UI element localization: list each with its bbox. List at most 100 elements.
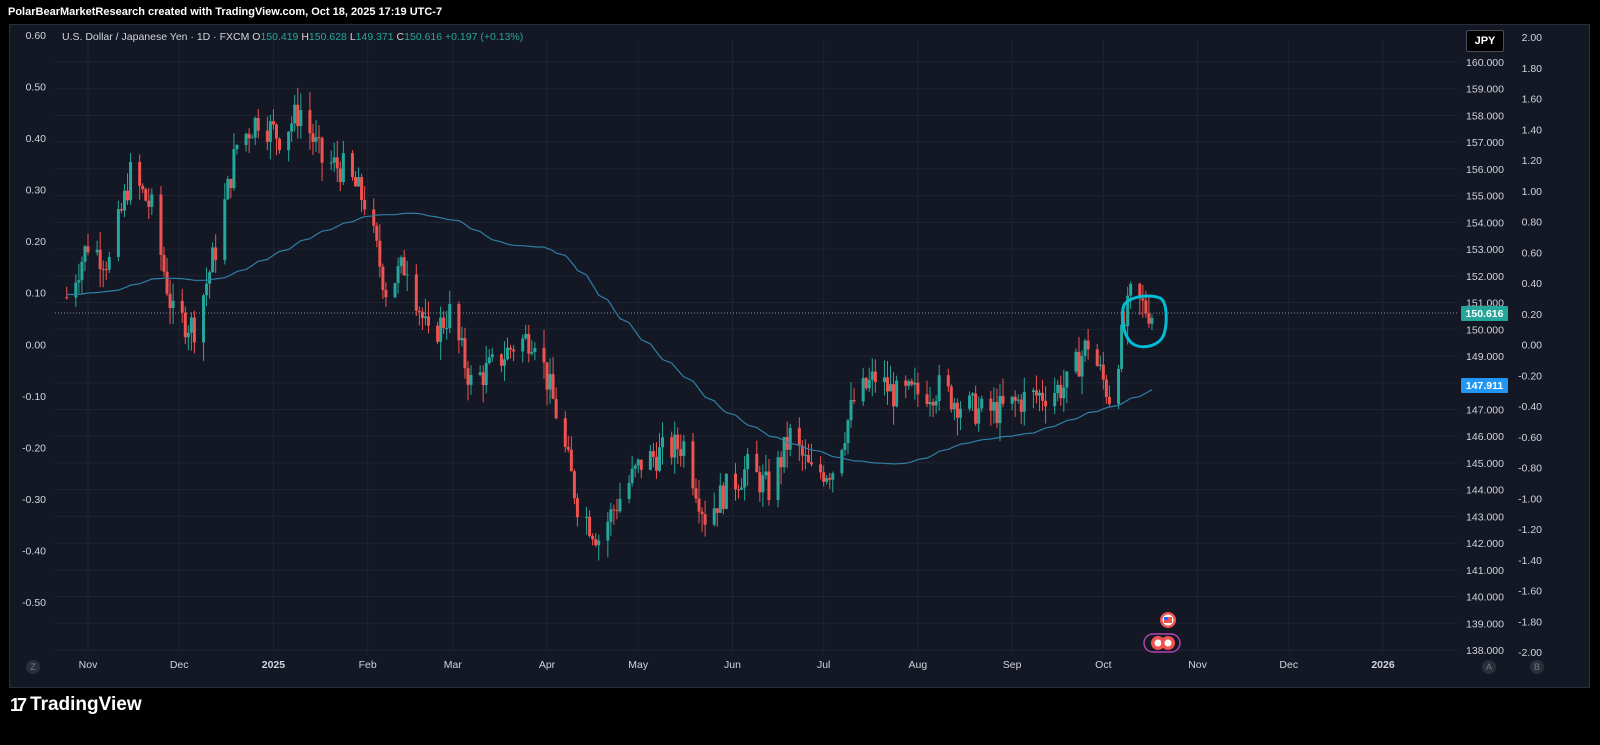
auto-scale-button[interactable]: A: [1482, 660, 1496, 674]
candle-body: [396, 266, 400, 284]
candle-body: [1129, 283, 1133, 296]
candle-body: [676, 434, 680, 450]
candle-body: [873, 371, 877, 383]
event-flag-icon: [1160, 612, 1176, 628]
close-label: C: [396, 31, 405, 43]
secondary-tick-label: 0.00: [1522, 340, 1543, 352]
candle-body: [426, 316, 430, 326]
candle-body: [658, 447, 662, 471]
candle-body: [329, 162, 333, 164]
candle-body: [229, 178, 233, 189]
annotation-circle: [1120, 294, 1168, 349]
time-tick-label: Mar: [444, 659, 463, 671]
left-tick-label: 0.30: [26, 185, 47, 197]
time-tick-label: Nov: [1188, 659, 1207, 671]
candle-body: [320, 137, 324, 163]
secondary-tick-label: -1.00: [1518, 493, 1542, 505]
left-tick-label: 0.20: [26, 236, 47, 248]
candle-body: [402, 257, 406, 276]
candle-body: [144, 189, 148, 201]
candle-body: [572, 471, 576, 499]
candle-body: [1147, 313, 1151, 324]
candle-body: [1120, 324, 1124, 369]
candle-body: [974, 393, 978, 424]
moving-average-tag: 147.911: [1461, 378, 1508, 393]
candle-body: [226, 178, 230, 200]
candle-body: [512, 349, 516, 352]
candle-body: [682, 441, 686, 456]
candle-body: [782, 437, 786, 468]
candle-body: [597, 540, 601, 546]
left-tick-label: -0.30: [22, 494, 46, 506]
candle-body: [867, 379, 871, 389]
scale-toggle-button[interactable]: Z: [26, 660, 40, 674]
scale-mode-button[interactable]: B: [1530, 660, 1544, 674]
candle-body: [1080, 355, 1084, 377]
candle-body: [585, 516, 589, 518]
price-tick-label: 152.000: [1466, 271, 1504, 283]
candle-body: [506, 347, 510, 360]
price-tick-label: 154.000: [1466, 217, 1504, 229]
candle-body: [1138, 283, 1142, 299]
time-tick-label: Feb: [359, 659, 377, 671]
price-tick-label: 139.000: [1466, 618, 1504, 630]
candle-body: [989, 398, 993, 411]
candle-body: [1022, 392, 1026, 412]
candle-body: [1019, 399, 1023, 412]
candle-body: [162, 254, 166, 272]
left-axis: 0.60 0.50 0.40 0.30 0.20 0.10 0.00 -0.10 -0.20 -0…: [22, 30, 46, 609]
candle-body: [253, 117, 257, 138]
candle-body: [846, 420, 850, 444]
candle-body: [299, 110, 303, 127]
candle-body: [442, 317, 446, 329]
time-tick-label: 2026: [1371, 659, 1395, 671]
secondary-tick-label: -1.40: [1518, 555, 1542, 567]
candle-body: [809, 462, 813, 465]
candle-body: [487, 357, 491, 364]
candle-body: [715, 508, 719, 513]
candle-body: [1095, 349, 1099, 366]
candle-body: [484, 363, 488, 386]
open-label: O: [252, 31, 261, 43]
candle-body: [439, 317, 443, 342]
candle-body: [758, 472, 762, 493]
candle-body: [1031, 390, 1035, 393]
candle-body: [618, 498, 622, 512]
left-tick-label: 0.00: [26, 339, 47, 351]
last-price-tag: 150.616: [1461, 306, 1508, 321]
candle-body: [499, 354, 503, 366]
secondary-tick-label: 1.60: [1522, 94, 1543, 106]
price-tick-label: 158.000: [1466, 110, 1504, 122]
candle-body: [737, 489, 741, 491]
secondary-tick-label: -2.00: [1518, 647, 1542, 659]
candle-body: [703, 514, 707, 525]
price-tick-label: 145.000: [1466, 458, 1504, 470]
candle-body: [627, 482, 631, 499]
left-tick-label: -0.10: [22, 391, 46, 403]
candle-body: [916, 382, 920, 395]
candle-body: [65, 297, 69, 299]
candle-body: [1086, 340, 1090, 350]
currency-button[interactable]: JPY: [1466, 30, 1504, 52]
candle-body: [806, 454, 810, 463]
candle-body: [825, 478, 829, 482]
price-tick-label: 142.000: [1466, 538, 1504, 550]
candle-body: [405, 274, 409, 276]
candle-body: [892, 384, 896, 407]
candle-body: [138, 161, 142, 186]
candle-body: [651, 451, 655, 457]
candle-body: [998, 396, 1002, 424]
candle-body: [384, 289, 388, 298]
candle-body: [545, 362, 549, 390]
candle-body: [734, 473, 737, 490]
candle-body: [870, 371, 874, 380]
candle-body: [958, 408, 962, 418]
candle-body: [360, 177, 364, 200]
candle-body: [417, 310, 421, 312]
candle-body: [955, 402, 959, 418]
candle-body: [776, 457, 780, 501]
candle-body: [895, 380, 899, 407]
candle-body: [308, 110, 312, 134]
candle-body: [314, 137, 318, 142]
